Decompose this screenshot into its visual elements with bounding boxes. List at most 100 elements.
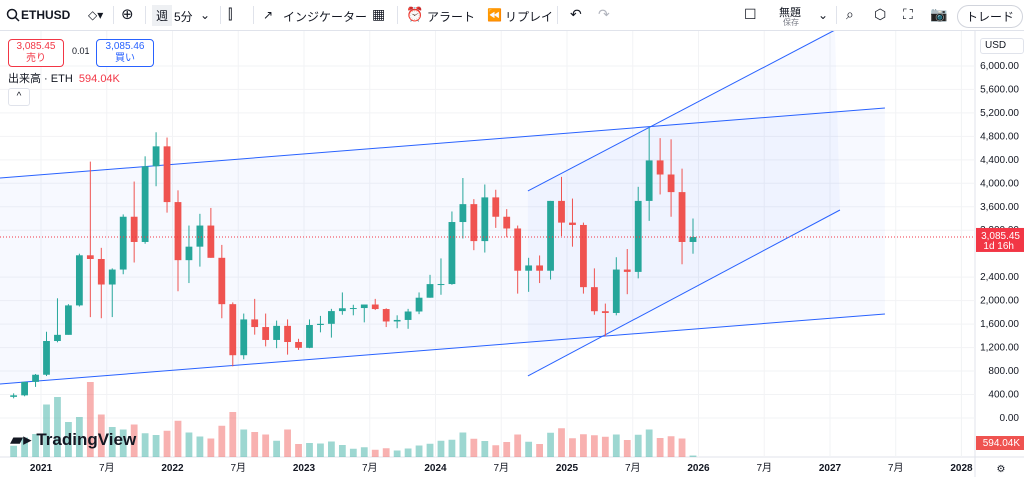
volume-bar bbox=[514, 434, 522, 457]
interval-menu[interactable]: ⌄ bbox=[200, 8, 211, 22]
save-label[interactable]: 保存 bbox=[783, 18, 799, 27]
price-axis-bg bbox=[975, 30, 1024, 477]
candle-body bbox=[273, 325, 281, 340]
volume-bar bbox=[338, 445, 346, 457]
symbol-menu[interactable]: ◇▾ bbox=[88, 8, 104, 22]
layout-icon[interactable]: ▦ bbox=[372, 6, 386, 22]
search-icon[interactable] bbox=[6, 8, 20, 22]
interval-5m[interactable]: 5分 bbox=[174, 10, 193, 24]
candle-body bbox=[10, 395, 18, 397]
volume-bar bbox=[273, 440, 281, 457]
buy-price: 3,085.46 bbox=[105, 41, 145, 52]
candle-body bbox=[382, 309, 390, 322]
candle-body bbox=[97, 258, 105, 285]
volume-bar bbox=[634, 434, 642, 457]
settings[interactable]: ⬡ bbox=[874, 6, 887, 22]
currency-select[interactable]: USD bbox=[980, 38, 1024, 54]
candle-body bbox=[207, 225, 215, 258]
volume-bar bbox=[163, 430, 171, 457]
indicator-icon[interactable]: ↗ bbox=[263, 8, 274, 22]
volume-bar bbox=[196, 436, 204, 457]
x-tick-label: 7月 bbox=[493, 462, 509, 474]
volume-title: 出来高 · ETH bbox=[8, 73, 73, 85]
y-tick-label: 5,600.00 bbox=[980, 84, 1019, 95]
volume-bar bbox=[459, 432, 467, 457]
y-tick-label: 4,000.00 bbox=[980, 178, 1019, 189]
indicators-button[interactable]: インジケーター bbox=[283, 10, 368, 24]
replay-icon[interactable]: ⏪ bbox=[487, 8, 502, 22]
candle-body bbox=[141, 166, 149, 242]
volume-bar bbox=[601, 436, 609, 457]
candle-body bbox=[415, 297, 423, 312]
candle-body bbox=[338, 308, 346, 312]
volume-bar bbox=[645, 429, 653, 457]
volume-bar bbox=[349, 448, 357, 457]
chart-type[interactable]: ⫿ bbox=[228, 6, 233, 22]
alert-icon[interactable]: ⏰ bbox=[406, 6, 424, 22]
candle-body bbox=[580, 224, 587, 288]
volume-bar bbox=[185, 432, 193, 457]
price-label-bg bbox=[976, 227, 1024, 252]
candle-body bbox=[590, 287, 598, 312]
logo-text: TradingView bbox=[36, 430, 137, 449]
symbol[interactable]: ETHUSD bbox=[21, 8, 71, 22]
volume-bar bbox=[689, 455, 697, 457]
x-tick-label: 7月 bbox=[625, 462, 641, 474]
snapshot[interactable]: 📷 bbox=[930, 6, 948, 22]
layout-toggle[interactable]: ☐ bbox=[744, 6, 757, 22]
candle-body bbox=[404, 311, 412, 320]
collapse-legend[interactable]: ^ bbox=[8, 88, 30, 106]
undo[interactable]: ↶ bbox=[570, 6, 582, 22]
alert-button[interactable]: アラート bbox=[427, 10, 476, 24]
volume-bar bbox=[295, 444, 302, 457]
candle-body bbox=[21, 381, 28, 396]
channel-fill bbox=[527, 30, 840, 376]
y-tick-label: 4,800.00 bbox=[980, 131, 1019, 142]
trade-button[interactable]: トレード bbox=[957, 5, 1024, 28]
interval-week[interactable]: 週 bbox=[152, 5, 173, 26]
candle-body bbox=[349, 308, 357, 310]
candle-body bbox=[152, 146, 160, 167]
volume-bar bbox=[240, 429, 248, 457]
sell-box[interactable]: 3,085.45 売り bbox=[8, 39, 64, 67]
volume-legend: 出来高 · ETH 594.04K bbox=[8, 70, 120, 86]
layout-name[interactable]: 無題 bbox=[779, 7, 801, 19]
candle-body bbox=[601, 311, 609, 313]
candle-body bbox=[634, 200, 642, 272]
compare-button[interactable]: ⊕ bbox=[121, 6, 134, 23]
candle-body bbox=[558, 200, 565, 223]
candle-body bbox=[317, 323, 324, 325]
y-tick-label: 3,200.00 bbox=[980, 225, 1019, 236]
candle-body bbox=[240, 319, 248, 356]
volume-bar bbox=[141, 433, 149, 457]
spread: 0.01 bbox=[72, 46, 90, 56]
candle-body bbox=[481, 197, 489, 242]
y-tick-label: 2,000.00 bbox=[980, 296, 1019, 307]
quick-search[interactable]: ⌕ bbox=[846, 6, 854, 22]
replay-button[interactable]: リプレイ bbox=[505, 10, 554, 24]
volume-bar bbox=[415, 445, 423, 457]
x-tick-label: 2028 bbox=[950, 463, 973, 474]
candle-body bbox=[645, 160, 653, 201]
buy-box[interactable]: 3,085.46 買い bbox=[96, 39, 154, 67]
x-tick-label: 2022 bbox=[161, 463, 184, 474]
candle-body bbox=[492, 197, 500, 217]
candle-body bbox=[108, 269, 116, 285]
volume-bar bbox=[656, 438, 664, 457]
x-tick-label: 2027 bbox=[819, 463, 842, 474]
layout-menu[interactable]: ⌄ bbox=[818, 8, 829, 22]
volume-bar bbox=[306, 443, 313, 457]
channel-fill bbox=[0, 108, 885, 384]
candle-body bbox=[470, 204, 478, 242]
time-settings[interactable]: ⚙ bbox=[997, 464, 1006, 475]
y-tick-label: 1,600.00 bbox=[980, 319, 1019, 330]
trend-line bbox=[527, 30, 836, 192]
volume-bar bbox=[536, 444, 543, 457]
volume-label-bg bbox=[976, 436, 1024, 450]
volume-bar bbox=[525, 441, 533, 457]
fullscreen[interactable]: ⛶ bbox=[903, 6, 913, 22]
x-tick-label: 2023 bbox=[293, 463, 316, 474]
volume-bar bbox=[448, 439, 456, 457]
volume-bar bbox=[207, 438, 215, 457]
candle-body bbox=[174, 202, 182, 261]
